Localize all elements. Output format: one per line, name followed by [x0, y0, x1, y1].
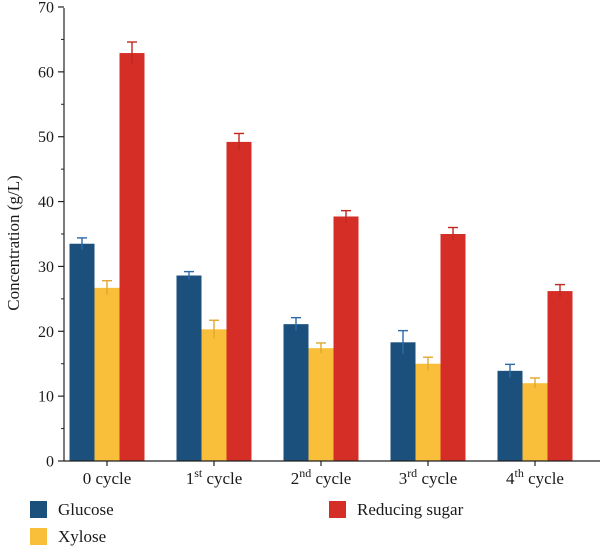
- bar-xylose: [308, 348, 334, 461]
- bar-xylose: [201, 329, 227, 461]
- bar-reducing-sugar: [547, 291, 573, 461]
- legend-label-reducing-sugar: Reducing sugar: [357, 500, 464, 519]
- x-axis-categories: 0 cycle 1st cycle 2nd cycle 3rd cycle 4th cy…: [83, 461, 564, 488]
- legend-swatch-xylose: [30, 528, 47, 545]
- bar-glucose: [283, 324, 309, 461]
- bar-reducing-sugar: [226, 141, 252, 461]
- bar-reducing-sugar: [440, 234, 466, 461]
- y-tick-label: 50: [38, 129, 54, 146]
- y-tick-label: 0: [46, 454, 54, 471]
- bars: [69, 53, 573, 461]
- bar-xylose: [94, 287, 120, 461]
- y-tick-label: 30: [38, 259, 54, 276]
- bar-xylose: [415, 363, 441, 461]
- y-tick-label: 10: [38, 389, 54, 406]
- bar-xylose: [522, 383, 548, 461]
- legend: Glucose Xylose Reducing sugar: [30, 500, 464, 546]
- legend-label-xylose: Xylose: [58, 527, 106, 546]
- y-axis-ticks: 0 10 20 30 40 50 60 70: [38, 0, 64, 471]
- y-tick-label: 40: [38, 194, 54, 211]
- legend-swatch-reducing-sugar: [329, 501, 346, 518]
- y-axis-title: Concentration (g/L): [4, 175, 23, 311]
- bar-glucose: [497, 370, 523, 461]
- bar-reducing-sugar: [119, 53, 145, 461]
- x-category-label: 2nd cycle: [291, 466, 352, 488]
- legend-label-glucose: Glucose: [58, 500, 114, 519]
- bar-glucose: [176, 275, 202, 461]
- y-tick-label: 60: [38, 64, 54, 81]
- x-category-label: 4th cycle: [506, 466, 564, 488]
- legend-swatch-glucose: [30, 501, 47, 518]
- x-category-label: 1st cycle: [186, 466, 243, 488]
- x-category-label: 0 cycle: [83, 469, 132, 488]
- bar-reducing-sugar: [333, 216, 359, 461]
- bar-glucose: [390, 342, 416, 461]
- bar-glucose: [69, 243, 95, 461]
- error-bars: [77, 41, 565, 389]
- y-tick-label: 20: [38, 324, 54, 341]
- y-tick-label: 70: [38, 0, 54, 17]
- x-category-label: 3rd cycle: [399, 466, 458, 488]
